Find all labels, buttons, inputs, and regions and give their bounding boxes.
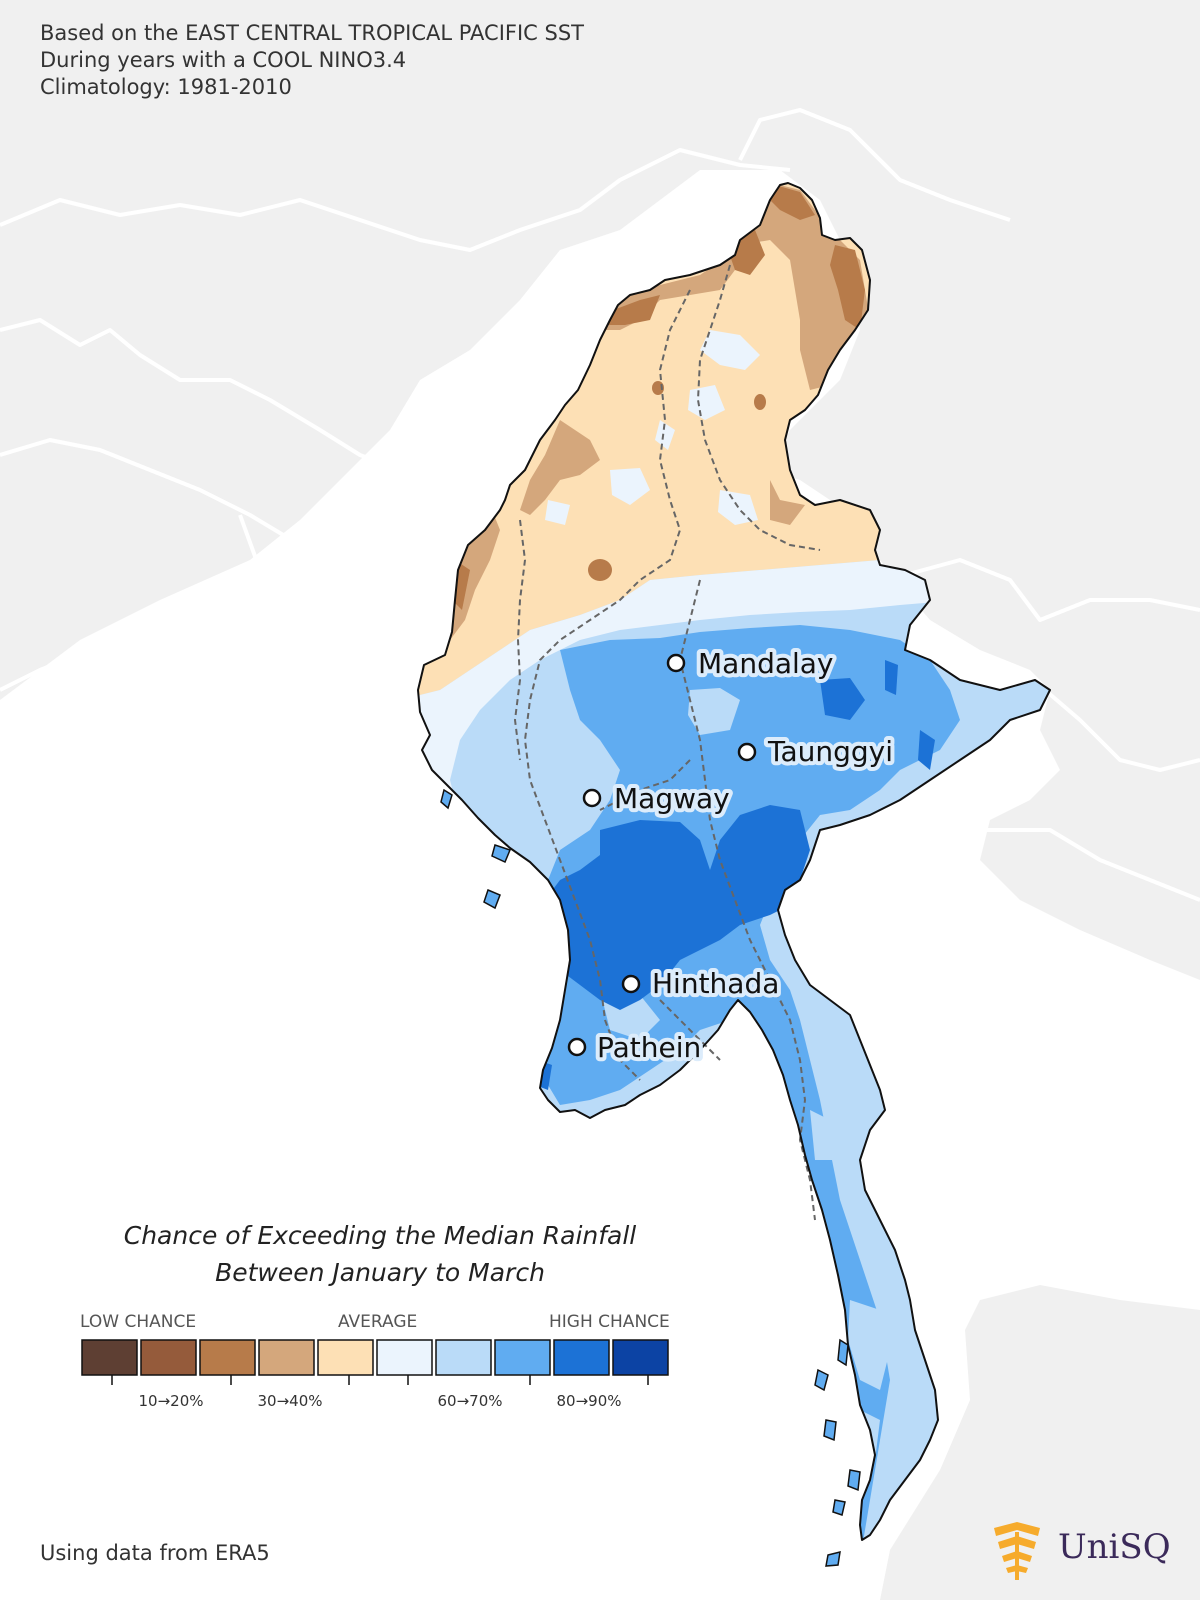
legend-swatch <box>81 1339 138 1376</box>
unisq-emblem-icon <box>994 1522 1040 1580</box>
legend-swatch <box>553 1339 610 1376</box>
header-line-2: During years with a COOL NINO3.4 <box>40 48 407 72</box>
map-header: Based on the EAST CENTRAL TROPICAL PACIF… <box>40 20 584 101</box>
city-marker <box>582 788 602 808</box>
zone-30-40 <box>520 420 600 515</box>
zone-80-90 <box>545 805 810 1010</box>
city-label: Mandalay <box>698 647 834 680</box>
zone-30-40 <box>600 183 870 390</box>
legend-swatch <box>199 1339 256 1376</box>
legend-tick-label: 60→70% <box>437 1392 503 1410</box>
legend-average: AVERAGE <box>338 1312 418 1332</box>
header-line-3: Climatology: 1981-2010 <box>40 75 292 99</box>
city-label: Taunggyi <box>767 735 893 768</box>
unisq-logo-text: UniSQ <box>1058 1527 1171 1567</box>
legend-title-line-1: Chance of Exceeding the Median Rainfall <box>123 1221 637 1250</box>
unisq-logo <box>994 1522 1040 1580</box>
legend-title-line-2: Between January to March <box>215 1258 545 1287</box>
zone-60-70 <box>848 1300 890 1390</box>
zone-20-30 <box>600 295 660 325</box>
city-label: Magway <box>614 782 730 815</box>
zone-20-30 <box>770 185 815 220</box>
zone-50-60 <box>545 500 570 525</box>
legend-swatch <box>376 1339 433 1376</box>
legend-tick-label: 80→90% <box>556 1392 622 1410</box>
legend-swatch <box>435 1339 492 1376</box>
zone-20-30 <box>830 245 865 330</box>
city-marker <box>567 1037 587 1057</box>
zone-20-30 <box>754 394 766 410</box>
data-source: Using data from ERA5 <box>40 1541 270 1565</box>
city-label: Pathein <box>597 1031 701 1064</box>
zone-20-30 <box>588 559 612 581</box>
legend-low-chance: LOW CHANCE <box>80 1312 197 1332</box>
islands <box>440 788 861 1567</box>
zone-50-60 <box>418 560 960 860</box>
city-hinthada[interactable]: Hinthada <box>621 963 783 1004</box>
city-label: Hinthada <box>652 967 779 1000</box>
state-boundaries <box>513 264 821 1221</box>
zone-80-90 <box>885 660 898 695</box>
legend-high-chance: HIGH CHANCE <box>549 1312 670 1332</box>
zone-50-60 <box>610 468 650 505</box>
zone-50-60 <box>688 385 725 420</box>
city-markers: Mandalay Taunggyi Magway Hinthada Pathei… <box>567 643 897 1068</box>
city-pathein[interactable]: Pathein <box>567 1027 705 1068</box>
legend-swatch <box>612 1339 669 1376</box>
legend-swatch <box>317 1339 374 1376</box>
city-marker <box>666 653 686 673</box>
city-taunggyi[interactable]: Taunggyi <box>737 731 897 772</box>
legend-swatch <box>494 1339 551 1376</box>
zone-80-90 <box>820 678 865 720</box>
legend-ticks <box>111 1375 649 1385</box>
city-mandalay[interactable]: Mandalay <box>666 643 838 684</box>
city-magway[interactable]: Magway <box>582 778 734 819</box>
legend-swatch <box>140 1339 197 1376</box>
header-line-1: Based on the EAST CENTRAL TROPICAL PACIF… <box>40 21 585 45</box>
legend-swatch <box>258 1339 315 1376</box>
legend-tick-label: 30→40% <box>257 1392 323 1410</box>
zone-50-60 <box>700 330 760 370</box>
zone-80-90 <box>918 730 935 770</box>
zone-60-70 <box>688 688 740 735</box>
zone-60-70 <box>810 1110 835 1160</box>
legend-tick-label: 10→20% <box>138 1392 204 1410</box>
city-marker <box>621 974 641 994</box>
city-marker <box>737 742 757 762</box>
legend-swatches <box>81 1339 669 1376</box>
zone-50-60 <box>655 420 675 450</box>
myanmar-outline <box>417 182 1051 1541</box>
zone-30-40 <box>770 480 805 525</box>
